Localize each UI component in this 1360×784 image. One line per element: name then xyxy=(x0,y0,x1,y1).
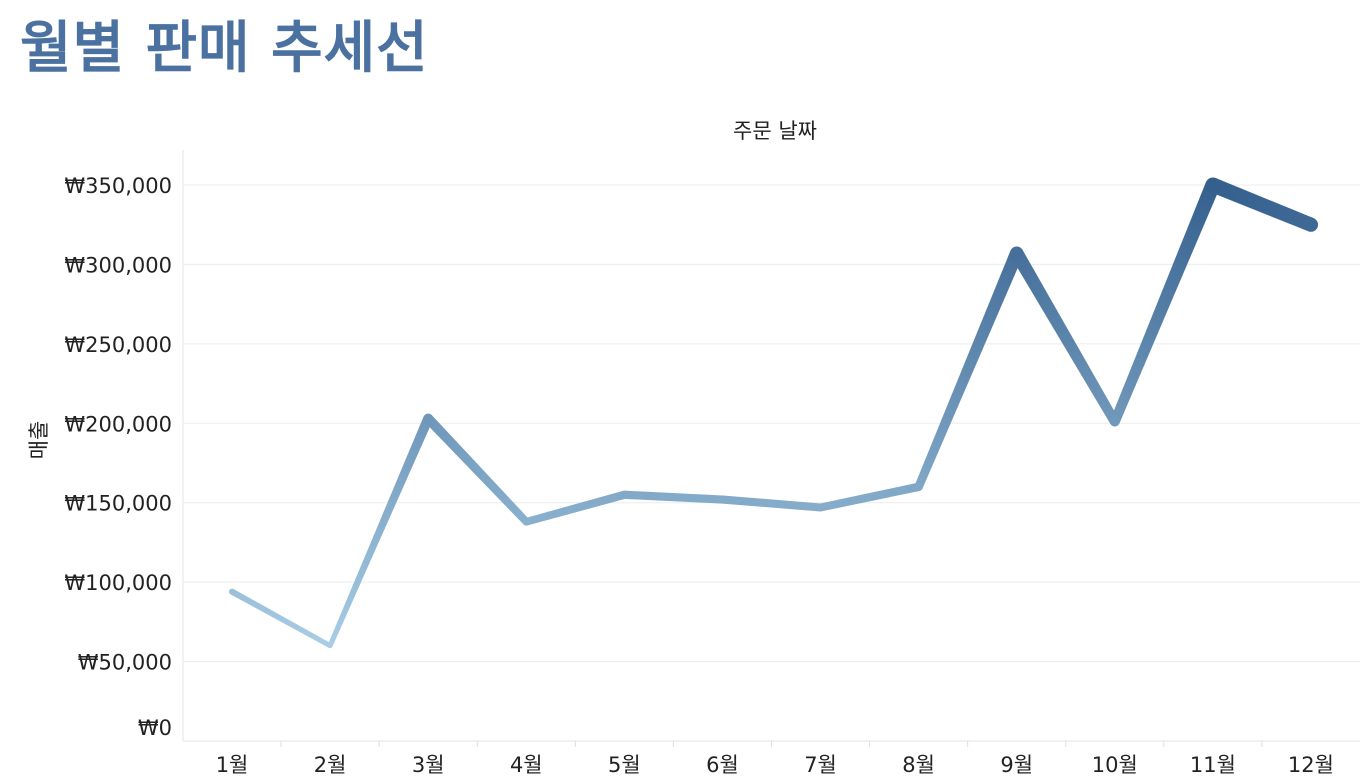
data-point[interactable] xyxy=(620,490,629,499)
line-segment xyxy=(327,416,433,647)
line-segment xyxy=(914,250,1023,489)
x-tick-label: 10월 xyxy=(1092,753,1138,777)
y-tick-label: ₩300,000 xyxy=(64,253,172,277)
x-tick-label: 8월 xyxy=(902,753,935,777)
page-title: 월별 판매 추세선 xyxy=(20,16,429,81)
data-point[interactable] xyxy=(914,482,923,492)
x-tick-label: 5월 xyxy=(608,753,641,777)
y-tick-label: ₩200,000 xyxy=(64,412,172,436)
series-line xyxy=(228,177,1319,649)
x-axis-title: 주문 날짜 xyxy=(733,119,817,143)
line-segment xyxy=(819,482,920,512)
line-segment xyxy=(525,490,626,526)
line-segment xyxy=(1110,182,1220,424)
data-point[interactable] xyxy=(816,503,825,512)
x-axis-ticks: 1월 2월 3월 4월 5월 6월 7월 8월 9월 10월 11월 12월 xyxy=(216,741,1334,777)
data-point[interactable] xyxy=(228,588,236,595)
y-tick-label: ₩150,000 xyxy=(64,492,172,516)
y-tick-label: ₩100,000 xyxy=(64,571,172,595)
x-tick-label: 4월 xyxy=(510,753,543,777)
line-segment xyxy=(722,495,821,512)
x-tick-label: 9월 xyxy=(1000,753,1033,777)
x-tick-label: 12월 xyxy=(1288,753,1334,777)
data-point[interactable] xyxy=(522,517,531,526)
y-axis-title: 매출 xyxy=(27,421,51,460)
line-segment xyxy=(1010,249,1120,425)
data-point[interactable] xyxy=(1303,217,1319,232)
y-tick-label: ₩0 xyxy=(138,716,172,740)
line-segment xyxy=(1210,178,1314,232)
x-tick-label: 11월 xyxy=(1190,753,1236,777)
x-tick-label: 6월 xyxy=(706,753,739,777)
axis-titles: 주문 날짜 매출 xyxy=(27,119,817,459)
data-point[interactable] xyxy=(327,643,333,649)
y-tick-label: ₩350,000 xyxy=(64,174,172,198)
y-axis-ticks: ₩0 ₩50,000 ₩100,000 ₩150,000 ₩200,000 ₩250,00… xyxy=(64,174,172,740)
data-point[interactable] xyxy=(1205,177,1221,193)
line-segment xyxy=(230,588,332,648)
line-segment xyxy=(624,490,723,504)
x-tick-label: 1월 xyxy=(216,753,249,777)
y-tick-label: ₩50,000 xyxy=(78,651,172,675)
data-point[interactable] xyxy=(718,495,727,504)
line-segment xyxy=(424,415,530,525)
y-tick-label: ₩250,000 xyxy=(64,333,172,357)
data-point[interactable] xyxy=(1109,416,1120,427)
x-tick-label: 3월 xyxy=(412,753,445,777)
data-point[interactable] xyxy=(1009,246,1024,261)
x-tick-label: 7월 xyxy=(804,753,837,777)
x-tick-label: 2월 xyxy=(314,753,347,777)
data-point[interactable] xyxy=(423,413,434,424)
